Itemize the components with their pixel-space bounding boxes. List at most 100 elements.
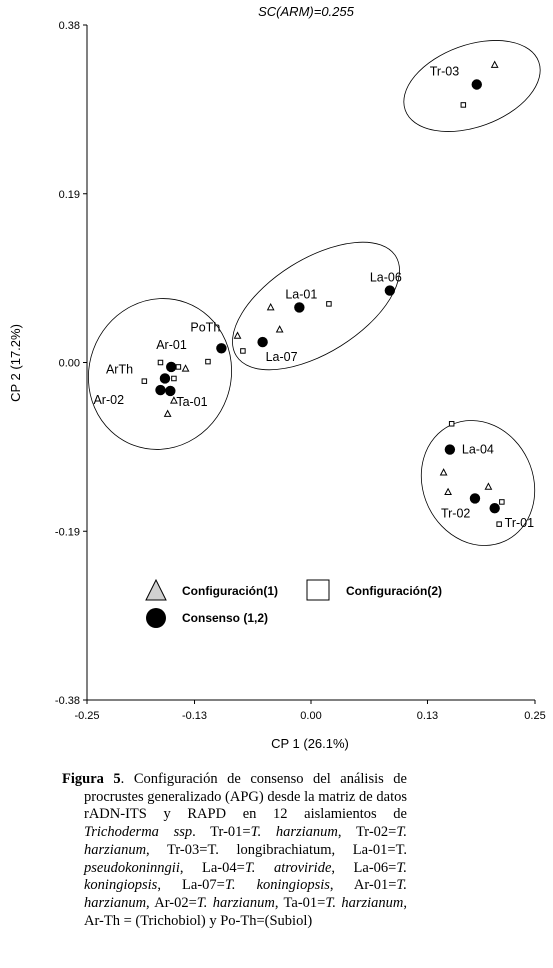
square-point xyxy=(157,359,164,366)
legend-triangle-marker xyxy=(145,578,167,601)
caption-run: , Ar-01= xyxy=(329,877,397,894)
y-axis-label: CP 2 (17.2%) xyxy=(8,324,23,402)
point-label-tr-03: Tr-03 xyxy=(430,65,459,79)
triangle-point xyxy=(490,60,499,68)
legend: Configuración(1) Configuración(2) Consenso… xyxy=(145,578,442,628)
triangle-point xyxy=(181,364,190,372)
caption-italic-run: T. harzianum xyxy=(84,824,407,858)
triangle-point xyxy=(163,409,172,417)
point-label-la-01: La-01 xyxy=(285,287,317,301)
legend-square-marker xyxy=(306,579,330,601)
figure-caption: Figura 5. Configuración de consenso del … xyxy=(62,771,407,930)
axes: -0.25 -0.13 0.00 0.13 0.25 0.38 0.19 0.00 -0.19 -… xyxy=(55,20,546,722)
square-point xyxy=(496,521,502,527)
scatter-chart: SC(ARM)=0.255 -0.25 -0.13 0.00 0.13 0.25 0.38… xyxy=(8,4,546,751)
caption-run: , La-06= xyxy=(331,859,397,876)
caption-italic-run: T. koningiopsis xyxy=(224,877,330,894)
caption-run: , Ar-02= xyxy=(146,894,197,911)
caption-body: Figura 5. Configuración de consenso del … xyxy=(62,771,407,930)
consensus-point-ar-02 xyxy=(155,384,166,396)
x-tick-label: 0.00 xyxy=(300,710,321,722)
point-label-tr-01: Tr-01 xyxy=(505,516,534,530)
consensus-point-tr-01 xyxy=(489,502,500,514)
square-point xyxy=(205,358,211,365)
caption-italic-run: T. atroviride xyxy=(244,859,332,876)
caption-run: . Tr-01= xyxy=(192,824,251,841)
legend-circle-marker xyxy=(146,608,166,628)
point-label-la-06: La-06 xyxy=(370,271,402,285)
triangle-point xyxy=(444,487,452,496)
caption-italic-run: T. harzianum xyxy=(325,894,404,911)
caption-italic-run: T. harzianum xyxy=(84,877,407,911)
square-point xyxy=(499,499,505,505)
legend-item-configuraci-n-2: Configuración(2) xyxy=(306,579,442,601)
square-point xyxy=(141,378,148,384)
consensus-point-arth xyxy=(159,373,171,384)
legend-label: Configuración(2) xyxy=(346,584,442,598)
consensus-point-ar-01 xyxy=(166,361,177,373)
x-tick-label: 0.25 xyxy=(524,710,545,722)
square-point xyxy=(326,301,332,307)
data-marks xyxy=(141,60,505,527)
point-label-arth: ArTh xyxy=(106,362,133,376)
caption-italic-run: T. harzianum xyxy=(196,894,275,911)
square-point xyxy=(171,375,177,382)
caption-run: , La-07= xyxy=(157,877,225,894)
y-tick-label: 0.00 xyxy=(59,358,80,370)
point-label-ar-01: Ar-01 xyxy=(156,338,187,352)
consensus-point-ta-01 xyxy=(165,385,176,397)
square-point xyxy=(240,348,246,354)
legend-label: Configuración(1) xyxy=(182,584,278,598)
caption-run: , Ta-01= xyxy=(274,894,326,911)
point-label-tr-02: Tr-02 xyxy=(441,506,470,520)
triangle-point xyxy=(439,468,448,476)
ellipse-ar-group xyxy=(87,298,233,450)
legend-item-consenso-1-2: Consenso (1,2) xyxy=(146,608,268,628)
point-label-la-07: La-07 xyxy=(266,350,298,364)
caption-run: , Tr-03=T. longibrachiatum, La-01=T. xyxy=(146,841,407,858)
caption-italic-run: pseudokoninngii xyxy=(84,859,180,876)
square-point xyxy=(460,102,467,108)
consensus-point-la-06 xyxy=(384,285,396,296)
triangle-point xyxy=(170,396,178,404)
caption-text: . Configuración de consenso del análisis… xyxy=(84,771,407,929)
x-tick-label: -0.13 xyxy=(182,710,207,722)
caption-italic-run: T. harzianum xyxy=(250,824,338,841)
ellipse-tr-03 xyxy=(403,40,541,132)
x-tick-label: 0.13 xyxy=(417,710,438,722)
square-point xyxy=(175,364,182,370)
square-point xyxy=(448,421,455,427)
caption-run: . Configuración de consenso del análisis… xyxy=(84,771,407,823)
chart-title: SC(ARM)=0.255 xyxy=(258,4,354,19)
consensus-point-poth xyxy=(216,343,227,354)
figure-label: Figura 5 xyxy=(62,771,121,787)
caption-run: , Ar-Th = (Trichobiol) y Po-Th=(Subiol) xyxy=(84,894,407,929)
point-label-la-04: La-04 xyxy=(462,443,494,457)
ellipse-tr-group xyxy=(420,420,536,546)
legend-item-configuraci-n-1: Configuración(1) xyxy=(145,578,278,601)
consensus-point-la-01 xyxy=(294,302,305,313)
caption-run: , Tr-02= xyxy=(337,824,397,841)
legend-label: Consenso (1,2) xyxy=(182,611,268,625)
consensus-point-la-07 xyxy=(257,336,268,348)
triangle-point xyxy=(484,482,493,490)
point-label-ta-01: Ta-01 xyxy=(176,395,207,409)
caption-italic-run: Trichoderma ssp xyxy=(84,824,193,841)
caption-run: , La-04= xyxy=(179,859,245,876)
point-label-poth: PoTh xyxy=(190,320,220,334)
y-tick-label: -0.19 xyxy=(55,526,80,538)
triangle-point xyxy=(275,325,284,333)
consensus-point-tr-02 xyxy=(469,493,481,504)
x-tick-label: -0.25 xyxy=(74,710,99,722)
consensus-point-tr-03 xyxy=(471,79,482,90)
y-tick-label: 0.19 xyxy=(59,189,80,201)
ellipse-la-group xyxy=(232,241,400,371)
x-axis-label: CP 1 (26.1%) xyxy=(271,736,349,751)
point-label-ar-02: Ar-02 xyxy=(93,393,124,407)
y-tick-label: -0.38 xyxy=(55,695,80,707)
triangle-point xyxy=(266,302,275,311)
consensus-point-la-04 xyxy=(444,444,456,455)
triangle-point xyxy=(233,331,242,339)
y-tick-label: 0.38 xyxy=(59,20,80,32)
